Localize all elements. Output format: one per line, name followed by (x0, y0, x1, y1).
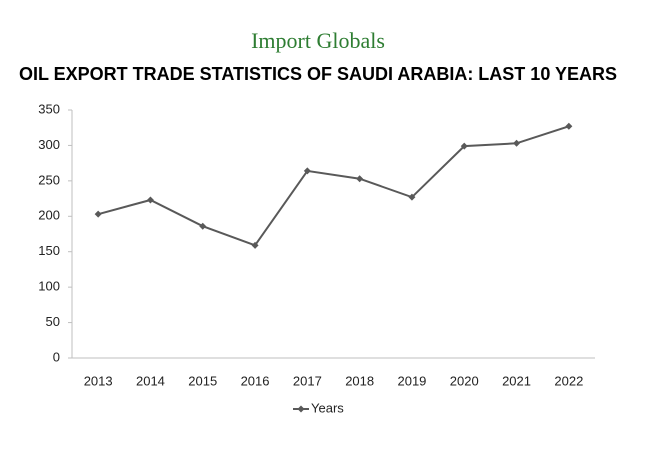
x-tick-label: 2014 (136, 373, 165, 388)
y-tick-label: 100 (38, 279, 60, 294)
data-point (146, 196, 154, 204)
y-tick-label: 150 (38, 243, 60, 258)
legend-label: Years (311, 400, 344, 415)
y-tick-label: 300 (38, 137, 60, 152)
x-tick-label: 2022 (554, 373, 583, 388)
x-tick-label: 2015 (188, 373, 217, 388)
series-line (97, 125, 570, 247)
legend-marker (297, 405, 305, 413)
data-point (199, 222, 207, 230)
x-tick-label: 2021 (502, 373, 531, 388)
x-tick-label: 2020 (450, 373, 479, 388)
data-point (251, 241, 259, 249)
x-tick-label: 2016 (241, 373, 270, 388)
data-point (94, 210, 102, 218)
logo: Import Globals (251, 28, 385, 53)
y-tick-label: 200 (38, 208, 60, 223)
data-point (513, 139, 521, 147)
x-tick-label: 2017 (293, 373, 322, 388)
x-tick-label: 2019 (397, 373, 426, 388)
data-point (356, 175, 364, 183)
x-tick-label: 2018 (345, 373, 374, 388)
y-tick-label: 50 (46, 314, 60, 329)
y-tick-label: 350 (38, 101, 60, 116)
data-point (408, 193, 416, 201)
x-tick-label: 2013 (84, 373, 113, 388)
y-tick-label: 0 (53, 349, 60, 364)
chart-title: OIL EXPORT TRADE STATISTICS OF SAUDI ARA… (19, 64, 617, 84)
data-point (303, 167, 311, 175)
y-tick-label: 250 (38, 172, 60, 187)
data-point (565, 122, 573, 130)
data-point (460, 142, 468, 150)
